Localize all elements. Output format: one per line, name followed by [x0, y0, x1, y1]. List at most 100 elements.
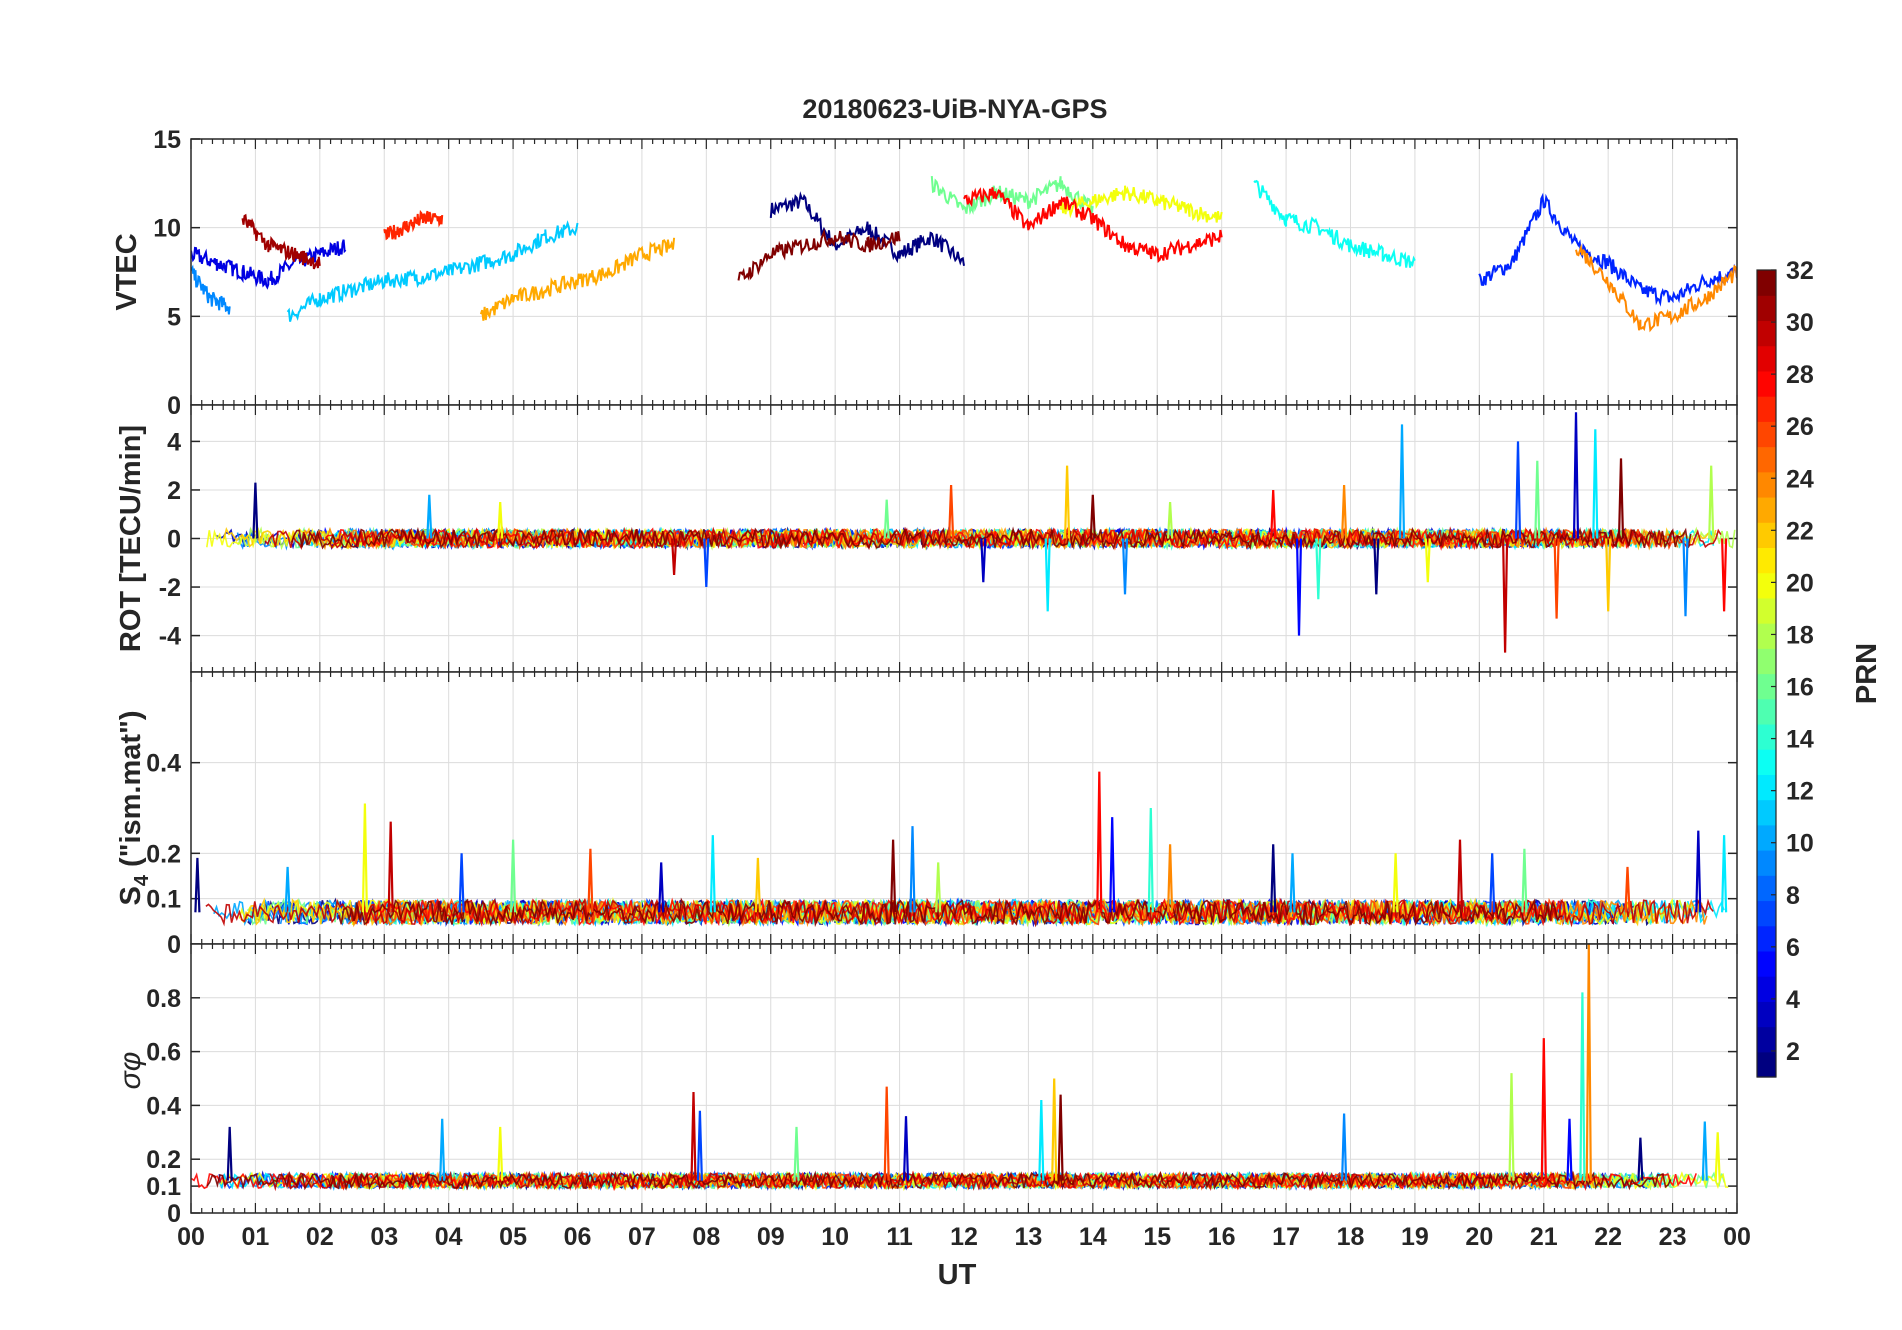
colorbar-segment [1757, 799, 1776, 826]
colorbar-segment [1757, 698, 1776, 725]
chart-title: 20180623-UiB-NYA-GPS [802, 94, 1107, 124]
spike-mark [1147, 807, 1154, 913]
spike-mark [1521, 848, 1528, 913]
spike-mark [1489, 853, 1496, 913]
y-tick-label: 0.1 [146, 1173, 181, 1201]
colorbar-tick-label: 10 [1786, 830, 1814, 858]
colorbar-tick-label: 24 [1786, 465, 1814, 493]
spike-mark [709, 835, 716, 913]
colorbar-tick-label: 4 [1786, 986, 1800, 1014]
colorbar-segment [1757, 396, 1776, 422]
series-line-prn-9 [191, 264, 231, 315]
series-line-prn-4 [191, 239, 347, 290]
spike-mark [387, 821, 394, 913]
spike-mark [1089, 494, 1096, 539]
series-line-prn-6 [1478, 192, 1737, 307]
colorbar-segment [1757, 1026, 1776, 1053]
spike-mark [1721, 835, 1728, 913]
y-tick-label: 0 [167, 392, 181, 420]
x-tick-label: 04 [435, 1223, 463, 1251]
y-tick-label: 0 [167, 931, 181, 959]
y-tick-label: 2 [167, 477, 181, 505]
colorbar-segment [1757, 623, 1776, 649]
series-line-prn-31 [241, 213, 321, 270]
x-tick-label: 18 [1337, 1223, 1365, 1251]
x-tick-label: 20 [1465, 1223, 1493, 1251]
colorbar-segment [1757, 547, 1776, 574]
series-group [191, 176, 1737, 333]
y-tick-label: 0.1 [146, 886, 181, 914]
spike-mark [497, 1126, 504, 1181]
x-tick-label: 06 [564, 1223, 592, 1251]
x-tick-label: 19 [1401, 1223, 1429, 1251]
y-tick-label: 0.6 [146, 1039, 181, 1067]
spike-mark [1682, 538, 1689, 617]
x-tick-label: 23 [1659, 1223, 1687, 1251]
series-line-prn-24 [1575, 243, 1737, 333]
colorbar-tick-label: 16 [1786, 674, 1814, 702]
colorbar-tick-label: 6 [1786, 934, 1800, 962]
series-line-prn-11 [286, 220, 579, 322]
spike-mark [1057, 1094, 1064, 1181]
series-line-prn-16 [930, 176, 1094, 216]
spike-mark [1373, 538, 1380, 595]
spike-mark [1064, 465, 1071, 539]
spike-mark [1096, 771, 1103, 913]
spike-mark [1624, 866, 1631, 913]
colorbar-tick-label: 14 [1786, 726, 1814, 754]
spike-mark [1605, 538, 1612, 612]
y-axis-label: VTEC [111, 233, 143, 310]
spike-mark [1270, 844, 1277, 913]
y-tick-label: 0 [167, 526, 181, 554]
y-axis-label: ROT [TECU/min] [115, 425, 147, 652]
colorbar-tick-label: 8 [1786, 882, 1800, 910]
colorbar-segment [1757, 824, 1776, 851]
x-tick-label: 10 [821, 1223, 849, 1251]
spike-mark [1534, 460, 1541, 539]
spike-mark [1540, 1038, 1547, 1181]
spike-mark [1398, 424, 1406, 539]
spike-mark [671, 538, 678, 575]
x-tick-label: 21 [1530, 1223, 1558, 1251]
colorbar-segment [1757, 976, 1776, 1002]
spike-mark [1315, 538, 1322, 600]
spike-mark [1270, 489, 1277, 539]
colorbar-segment [1757, 572, 1776, 599]
spike-mark [890, 839, 897, 913]
spike-mark [883, 1086, 890, 1181]
series-group [194, 771, 1728, 928]
trace-prn-32 [337, 897, 1563, 928]
x-tick-label: 00 [177, 1223, 205, 1251]
colorbar-segment [1757, 320, 1776, 347]
x-tick-label: 02 [306, 1223, 334, 1251]
x-axis-label: UT [938, 1259, 977, 1291]
series-line-prn-23 [479, 237, 676, 321]
series-line-prn-13 [1253, 179, 1416, 268]
colorbar-segment [1757, 370, 1776, 397]
y-tick-label: -4 [159, 623, 181, 651]
x-tick-label: 14 [1079, 1223, 1107, 1251]
x-tick-label: 22 [1594, 1223, 1622, 1251]
x-tick-label: 15 [1143, 1223, 1171, 1251]
spike-mark [439, 1118, 446, 1181]
colorbar-segment [1757, 925, 1776, 952]
spike-mark [1502, 538, 1509, 653]
spike-mark [361, 803, 368, 913]
spike-mark [754, 857, 761, 913]
spike-mark [1121, 538, 1129, 595]
spike-mark [1051, 1078, 1058, 1181]
spike-mark [1038, 1099, 1045, 1181]
series-line-prn-20 [1059, 185, 1223, 223]
spike-mark [1341, 1113, 1348, 1181]
spike-mark [1508, 1073, 1515, 1181]
x-tick-label: 13 [1015, 1223, 1043, 1251]
colorbar-segment [1757, 496, 1776, 523]
y-tick-label: 0.4 [146, 1092, 181, 1120]
spike-mark [1167, 502, 1174, 539]
x-tick-label: 17 [1272, 1223, 1300, 1251]
spike-mark [458, 853, 465, 913]
colorbar-segment [1757, 1051, 1776, 1078]
spike-mark [658, 862, 665, 913]
